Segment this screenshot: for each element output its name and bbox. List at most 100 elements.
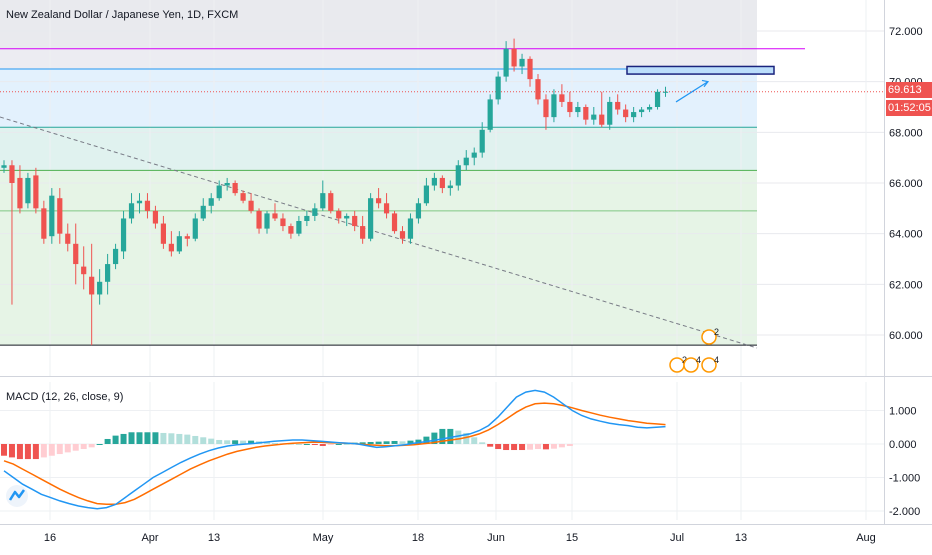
candle-body [160,223,166,244]
macd-histogram-bar [542,444,549,450]
time-tick-label: 15 [566,532,578,544]
candle-body [559,94,565,102]
candle-body [479,129,485,153]
macd-tick-label: 1.000 [889,406,917,418]
candle-body [200,205,206,219]
candle-body [336,210,342,219]
countdown-label: 01:52:05 [886,100,932,116]
time-tick-label: Aug [856,532,876,544]
macd-histogram-bar [152,432,159,444]
candle-body [105,264,111,282]
macd-histogram-bar [487,444,494,447]
candle-body [471,152,477,158]
zone-gray-top [0,0,757,49]
macd-histogram-bar [503,444,510,451]
macd-histogram-bar [160,432,167,444]
time-tick-label: Jun [487,532,505,544]
candle-body [455,165,461,186]
macd-histogram-bar [8,444,15,458]
candle-body [535,79,541,100]
candle-body [296,221,302,234]
candle-body [654,91,661,107]
candle-body [17,177,23,209]
candle-body [487,99,493,130]
macd-histogram-bar [192,435,199,444]
candle-body [256,210,262,229]
macd-histogram-bar [32,444,39,460]
macd-tick-label: -2.000 [889,506,920,518]
candle-body [168,243,174,252]
candle-body [615,101,621,110]
macd-histogram-bar [367,441,374,444]
candle-body [447,185,453,189]
macd-histogram-bar [399,441,406,444]
candle-body [646,107,653,110]
candle-body [176,236,182,252]
macd-histogram-bar [550,444,557,449]
candle-body [320,193,326,209]
macd-histogram-bar [72,444,79,451]
last-price-label: 69.613 [886,82,932,98]
macd-histogram-bar [64,444,71,453]
projection-arrow [675,81,709,103]
candle-body [519,58,525,67]
candle-body [631,112,637,118]
candle-body [607,101,613,125]
macd-histogram-bar [511,444,518,451]
macd-histogram-bar [383,441,390,444]
macd-histogram-bar [80,444,87,450]
candle-body [399,231,406,239]
macd-histogram-bar [271,442,278,444]
time-tick-label: Apr [141,532,158,544]
chart-title: New Zealand Dollar / Japanese Yen, 1D, F… [6,9,239,21]
time-tick-label: 13 [208,532,220,544]
candle-body [184,236,190,239]
macd-histogram-bar [391,440,398,444]
candle-body [152,210,159,224]
macd-histogram-bar [232,440,239,444]
candle-body [439,177,445,189]
candle-body [208,198,214,206]
candle-body [639,109,645,113]
candle-body [423,185,430,204]
macd-histogram-bar [423,436,430,444]
candle-body [192,218,198,239]
macd-histogram-bar [176,433,183,444]
macd-signal-line [3,402,666,506]
macd-histogram-bar [359,442,366,444]
price-tick-label: 68.000 [889,127,923,139]
macd-histogram-bar [303,444,310,445]
macd-histogram-bar [136,432,143,444]
candle-body [136,200,143,204]
candle-body [328,193,334,211]
macd-histogram-bar [479,442,486,444]
candle-body [415,203,422,219]
macd-histogram-bar [88,444,95,448]
candle-body [144,200,151,211]
candle-body [304,215,310,221]
time-tick-label: 16 [44,532,56,544]
candle-body [57,198,63,234]
macd-histogram-bar [463,432,470,444]
candle-body [463,157,469,166]
zone-teal [0,127,757,171]
macd-histogram-bar [495,444,502,450]
macd-tick-label: 0.000 [889,439,917,451]
macd-histogram-bar [40,444,47,458]
macd-histogram-bar [1,444,7,456]
macd-histogram-bar [144,432,151,444]
event-marker-count: 4 [714,355,719,365]
event-marker [683,357,699,373]
macd-histogram-bar [200,437,207,444]
macd-histogram-bar [558,444,565,448]
candle-body [352,215,358,227]
event-marker-count: 2 [682,355,687,365]
event-marker [701,329,717,345]
candle-body [73,243,79,265]
time-tick-label: May [313,532,334,544]
macd-histogram-bar [128,432,135,444]
candle-body [543,99,549,118]
event-marker [701,357,717,373]
